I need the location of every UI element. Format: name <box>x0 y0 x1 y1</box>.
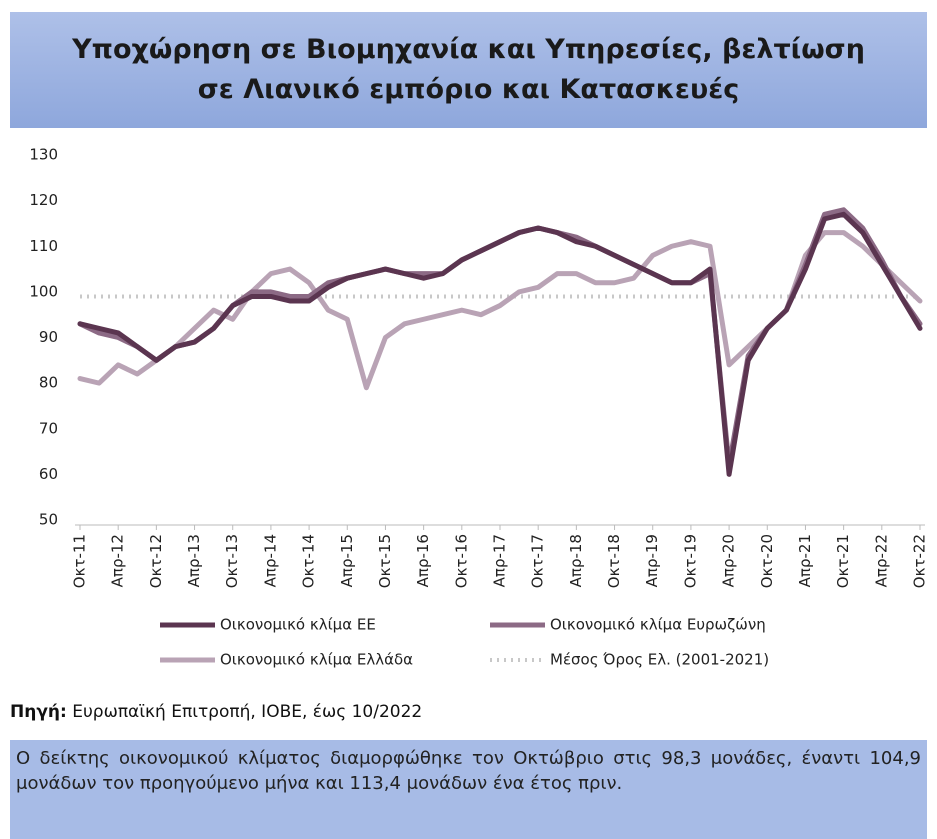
chart-title: Υποχώρηση σε Βιομηχανία και Υπηρεσίες, β… <box>10 12 927 128</box>
x-tick-label: Απρ-15 <box>338 534 356 587</box>
y-tick-label: 110 <box>29 237 58 255</box>
y-tick-label: 100 <box>29 282 58 300</box>
x-tick-label: Οκτ-19 <box>681 534 699 588</box>
x-tick-label: Οκτ-14 <box>300 534 318 588</box>
legend-label: Οικονομικό κλίμα Ευρωζώνη <box>550 616 766 634</box>
x-tick-label: Απρ-16 <box>414 534 432 587</box>
x-tick-label: Απρ-21 <box>796 534 814 587</box>
x-tick-label: Οκτ-15 <box>376 534 394 588</box>
x-tick-label: Απρ-22 <box>872 534 890 587</box>
summary: Ο δείκτης οικονομικού κλίματος διαμορφώθ… <box>10 740 927 839</box>
x-tick-label: Απρ-13 <box>185 534 203 587</box>
x-tick-label: Οκτ-18 <box>605 534 623 588</box>
series-line <box>77 230 923 391</box>
x-tick-label: Οκτ-16 <box>452 534 470 588</box>
y-tick-label: 130 <box>29 146 58 164</box>
x-tick-label: Οκτ-17 <box>529 534 547 588</box>
chart: 50 60 70 80 90 100 110 120 130 Οκτ-11 Απρ-12 Οκτ-12… <box>29 146 929 669</box>
source-text: Ευρωπαϊκή Επιτροπή, ΙΟΒΕ, έως 10/2022 <box>72 702 423 722</box>
y-tick-label: 60 <box>39 465 58 483</box>
series-line <box>77 207 923 468</box>
legend-label: Μέσος Όρος Ελ. (2001-2021) <box>550 651 769 669</box>
x-tick-label: Οκτ-13 <box>223 534 241 588</box>
y-tick-label: 50 <box>39 511 58 529</box>
x-tick-label: Οκτ-12 <box>147 534 165 588</box>
series-line <box>77 211 923 477</box>
x-tick-label: Οκτ-21 <box>834 534 852 588</box>
x-tick-label: Οκτ-20 <box>758 534 776 588</box>
x-tick-label: Απρ-14 <box>261 534 279 587</box>
legend-label: Οικονομικό κλίμα ΕΕ <box>220 616 376 634</box>
y-tick-label: 80 <box>39 374 58 392</box>
x-tick-label: Οκτ-11 <box>71 534 89 588</box>
x-tick-label: Απρ-18 <box>567 534 585 587</box>
x-tick-label: Απρ-12 <box>109 534 127 587</box>
x-tick-label: Οκτ-22 <box>911 534 929 588</box>
y-tick-label: 90 <box>39 328 58 346</box>
x-tick-label: Απρ-17 <box>491 534 509 587</box>
x-tick-label: Απρ-20 <box>720 534 738 587</box>
legend-label: Οικονομικό κλίμα Ελλάδα <box>220 651 413 669</box>
y-tick-label: 120 <box>29 191 58 209</box>
x-tick-label: Απρ-19 <box>643 534 661 587</box>
source: Πηγή: Ευρωπαϊκή Επιτροπή, ΙΟΒΕ, έως 10/2… <box>10 702 422 722</box>
y-tick-label: 70 <box>39 419 58 437</box>
source-label: Πηγή: <box>10 702 67 722</box>
